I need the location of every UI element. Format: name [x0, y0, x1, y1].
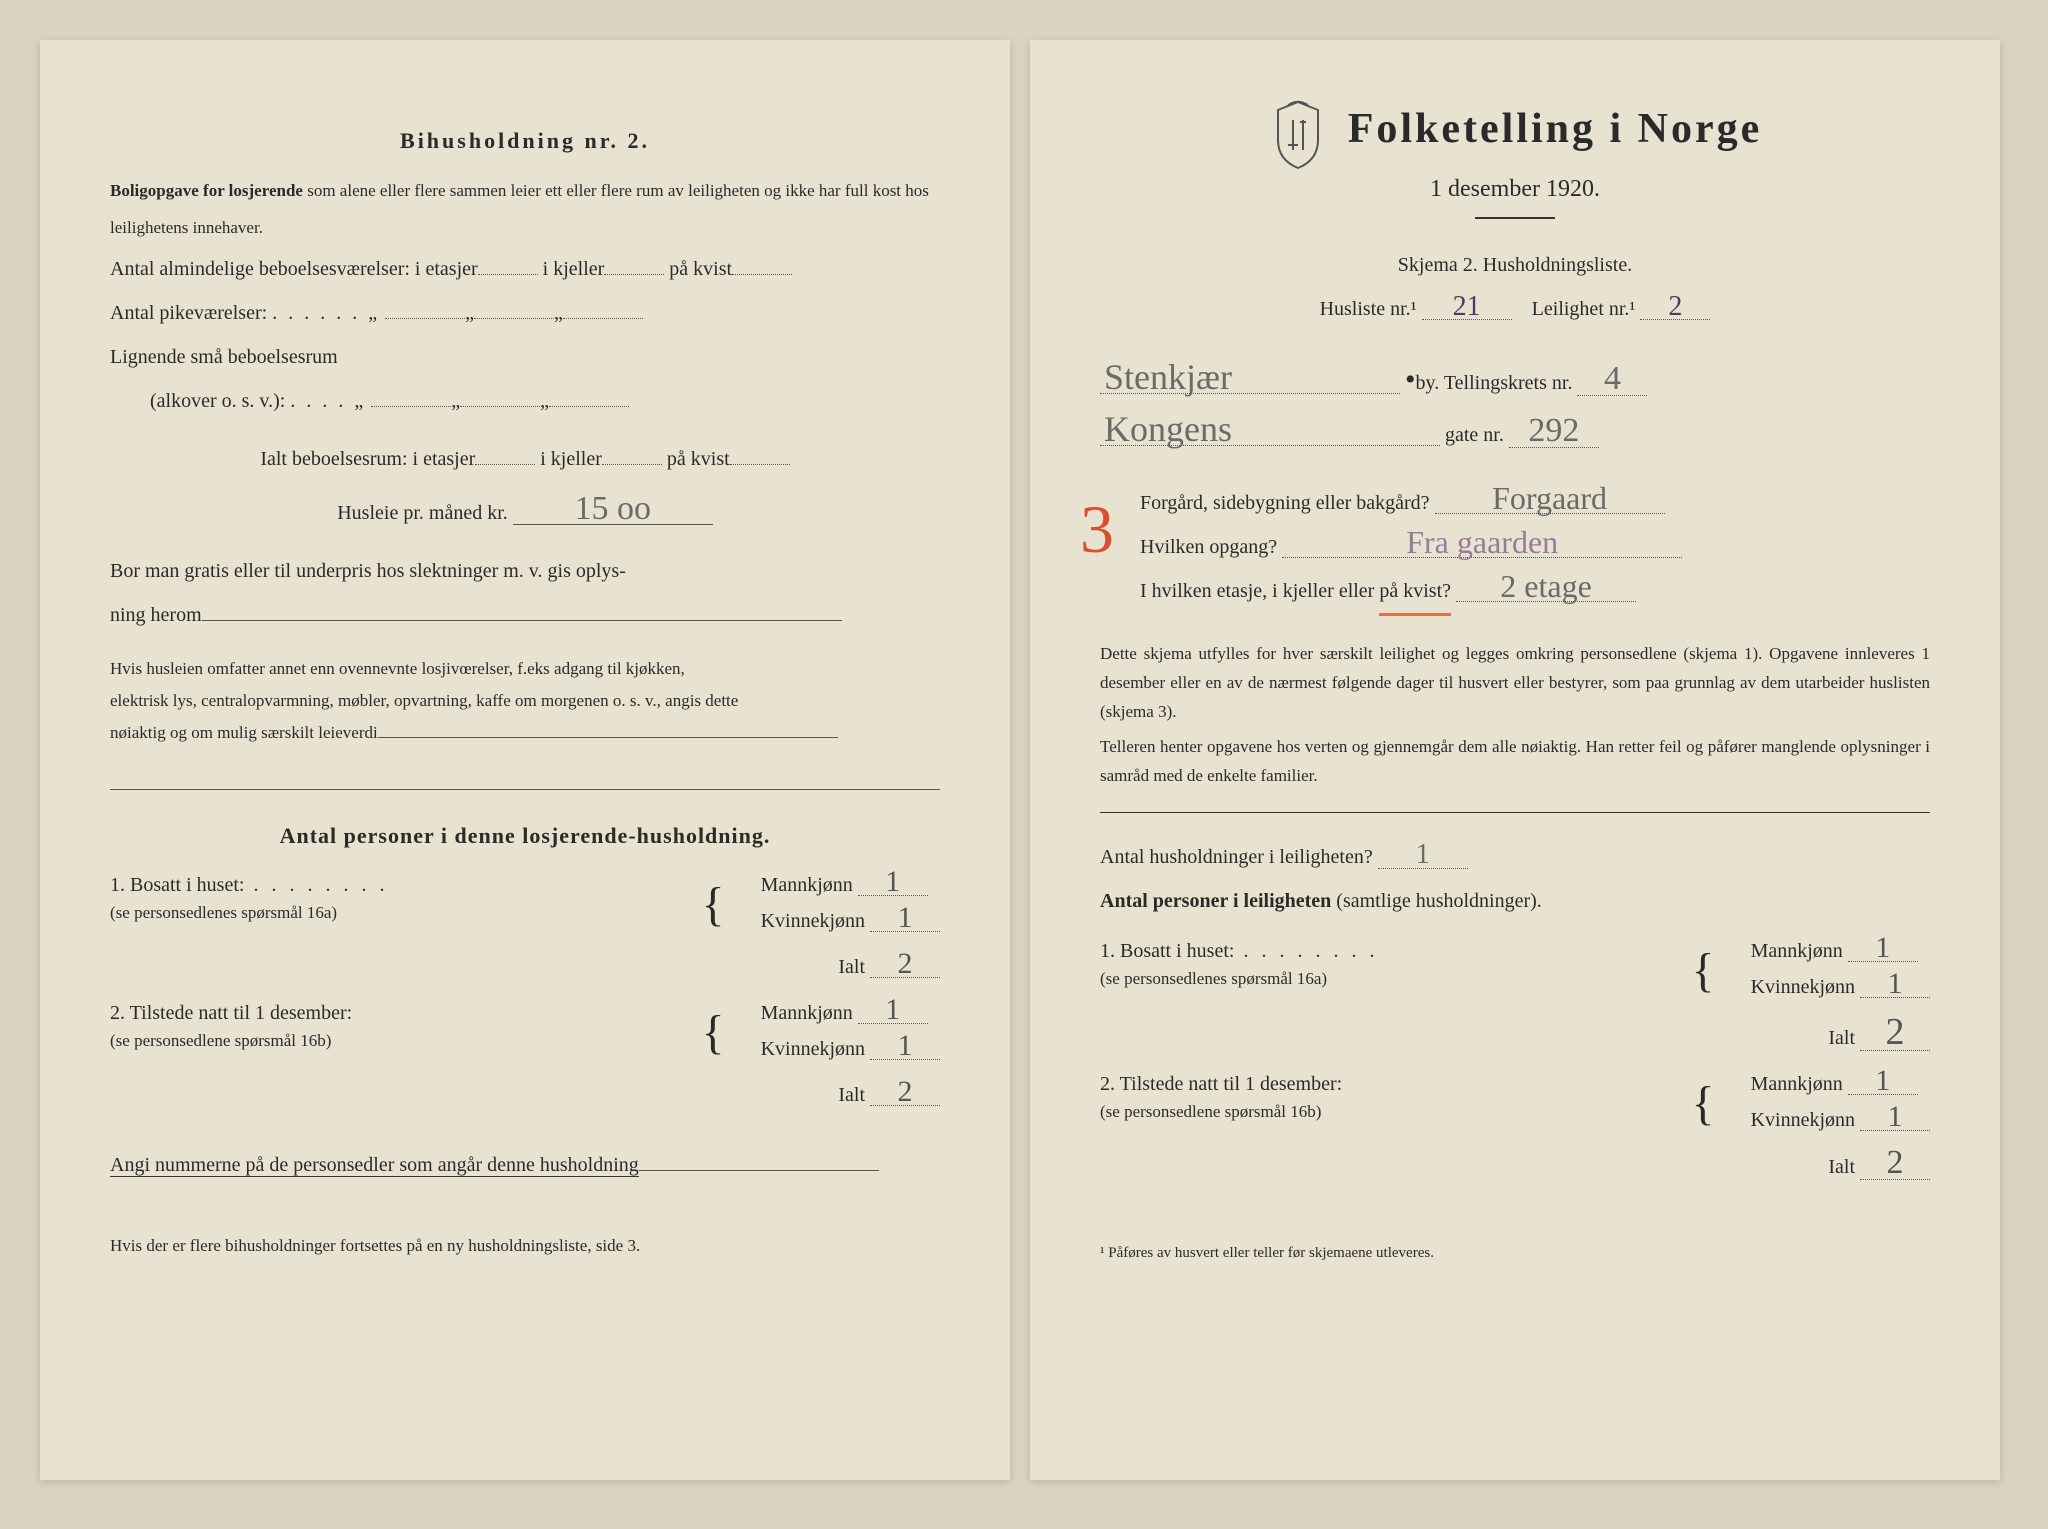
- by-row: Stenkjær •by. Tellingskrets nr. 4: [1100, 347, 1930, 413]
- small-rooms: Lignende små beboelsesrum (alkover o. s.…: [110, 335, 940, 423]
- skjema-label: Skjema 2. Husholdningsliste.: [1100, 243, 1930, 287]
- husliste-row: Husliste nr.¹ 21 Leilighet nr.¹ 2: [1100, 287, 1930, 331]
- count-heading: Antal personer i denne losjerende-hushol…: [110, 823, 940, 849]
- intro-bold: Boligopgave for losjerende: [110, 181, 303, 200]
- gate-row: Kongens gate nr. 292: [1100, 413, 1930, 457]
- husliste-value: 21: [1422, 294, 1512, 320]
- maids-row: Antal pikeværelser: . . . . . . „ „„: [110, 291, 940, 335]
- right-tilstede-block: 2. Tilstede natt til 1 desember: (se per…: [1100, 1066, 1930, 1185]
- rent-value: 15 oo: [513, 494, 713, 526]
- gate-value: Kongens: [1100, 413, 1440, 446]
- rent-row: Husleie pr. måned kr. 15 oo: [110, 491, 940, 535]
- total-rooms: Ialt beboelsesrum: i etasjer i kjeller p…: [110, 437, 940, 481]
- antal-hush-row: Antal husholdninger i leiligheten? 1: [1100, 835, 1930, 879]
- header: Folketelling i Norge: [1100, 100, 1930, 170]
- angi-row: Angi nummerne på de personsedler som ang…: [110, 1143, 940, 1187]
- gatenr-value: 292: [1509, 416, 1599, 448]
- left-heading: Bihusholdning nr. 2.: [110, 128, 940, 154]
- left-page: Bihusholdning nr. 2. Boligopgave for los…: [40, 40, 1010, 1480]
- footnote: ¹ Påføres av husvert eller teller før sk…: [1100, 1245, 1930, 1262]
- gratis: Bor man gratis eller til underpris hos s…: [110, 549, 940, 637]
- stamp-3: 3: [1080, 490, 1114, 569]
- opgang-value: Fra gaarden: [1282, 528, 1682, 558]
- bosatt-block: 1. Bosatt i huset: . . . . . . . . (se p…: [110, 867, 940, 985]
- by-value: Stenkjær: [1100, 361, 1400, 394]
- rooms-row: Antal almindelige beboelsesværelser: i e…: [110, 247, 940, 291]
- forgard-value: Forgaard: [1435, 484, 1665, 514]
- opgang-row: Hvilken opgang? Fra gaarden: [1140, 525, 1930, 569]
- forgard-row: Forgård, sidebygning eller bakgård? Forg…: [1140, 481, 1930, 525]
- coat-of-arms-icon: [1268, 100, 1328, 170]
- instructions-2: Telleren henter opgavene hos verten og g…: [1100, 733, 1930, 791]
- left-footer: Hvis der er flere bihusholdninger fortse…: [110, 1227, 940, 1264]
- intro: Boligopgave for losjerende som alene ell…: [110, 172, 940, 247]
- tilstede-block: 2. Tilstede natt til 1 desember: (se per…: [110, 995, 940, 1113]
- right-page: Folketelling i Norge 1 desember 1920. Sk…: [1030, 40, 2000, 1480]
- krets-value: 4: [1577, 364, 1647, 396]
- date: 1 desember 1920.: [1100, 176, 1930, 203]
- etasje-row: I hvilken etasje, i kjeller eller på kvi…: [1140, 569, 1930, 616]
- etasje-value: 2 etage: [1456, 572, 1636, 602]
- main-title: Folketelling i Norge: [1348, 105, 1763, 153]
- right-bosatt-block: 1. Bosatt i huset: . . . . . . . . (se p…: [1100, 933, 1930, 1056]
- antal-hush-value: 1: [1378, 842, 1468, 868]
- antal-pers-label: Antal personer i leiligheten (samtlige h…: [1100, 879, 1930, 923]
- leilighet-value: 2: [1640, 294, 1710, 320]
- instructions-1: Dette skjema utfylles for hver særskilt …: [1100, 640, 1930, 727]
- note: Hvis husleien omfatter annet enn ovennev…: [110, 653, 940, 750]
